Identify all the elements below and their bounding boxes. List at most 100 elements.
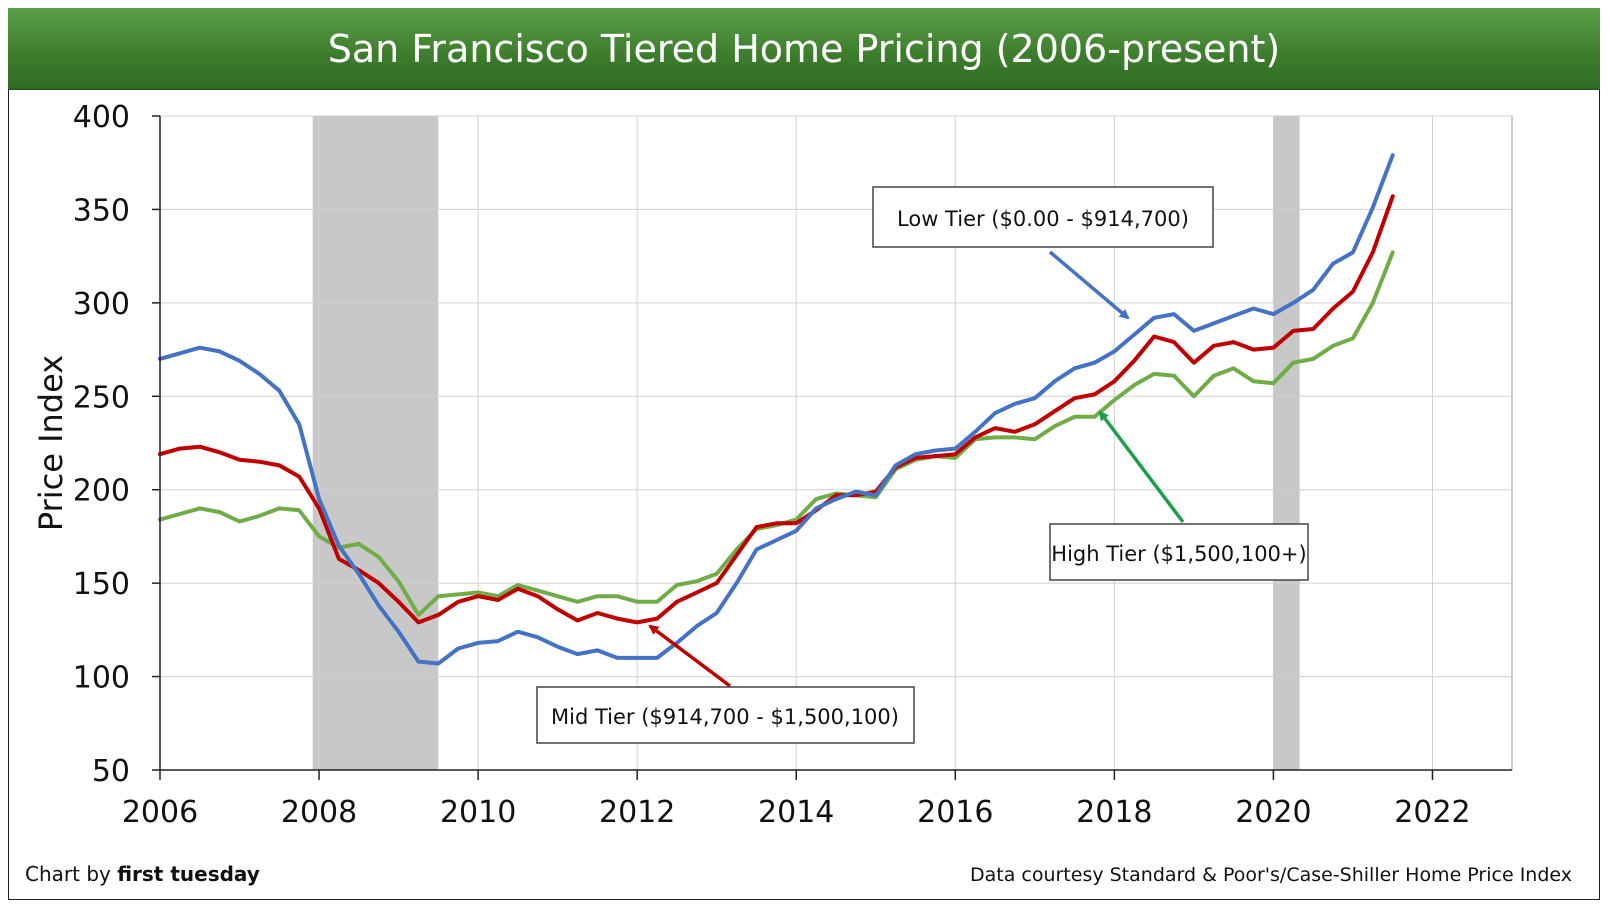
data-source: Data courtesy Standard & Poor's/Case-Shi… [969, 864, 1572, 886]
data-point-low-tier [1351, 250, 1355, 255]
data-point-low-tier [536, 635, 540, 639]
data-point-mid-tier [297, 475, 301, 479]
data-point-high-tier [1212, 374, 1216, 378]
data-point-mid-tier [993, 426, 997, 430]
data-point-high-tier [516, 583, 520, 587]
low-tier-callout-label: Low Tier ($0.00 - $914,700) [897, 207, 1189, 231]
chart-frame [8, 8, 1600, 900]
data-point-mid-tier [1351, 290, 1355, 294]
data-point-low-tier [396, 630, 401, 634]
data-point-mid-tier [1271, 346, 1276, 350]
data-point-high-tier [715, 572, 719, 576]
data-point-mid-tier [695, 590, 699, 595]
data-point-low-tier [754, 547, 759, 552]
recession-band [312, 116, 439, 770]
data-point-low-tier [913, 452, 918, 456]
data-point-low-tier [416, 660, 421, 664]
data-point-low-tier [198, 346, 202, 350]
data-point-mid-tier [953, 452, 957, 456]
mid-tier-arrow [648, 624, 732, 688]
data-point-mid-tier [277, 463, 281, 468]
data-point-mid-tier [615, 617, 619, 621]
credit-brand: first tuesday [117, 862, 260, 886]
data-point-high-tier [496, 594, 500, 598]
data-point-high-tier [377, 555, 381, 559]
data-point-mid-tier [1212, 344, 1216, 348]
x-tick-label: 2022 [1394, 795, 1470, 830]
data-point-mid-tier [1291, 329, 1295, 333]
y-tick-label: 250 [73, 380, 130, 415]
data-point-mid-tier [635, 620, 639, 624]
data-point-high-tier [695, 579, 699, 583]
data-point-low-tier [456, 646, 460, 651]
data-point-low-tier [1033, 396, 1037, 400]
data-point-high-tier [1192, 394, 1196, 398]
data-point-high-tier [416, 613, 421, 617]
data-point-low-tier [933, 448, 938, 453]
y-tick-label: 400 [73, 100, 130, 135]
data-point-low-tier [357, 572, 361, 576]
chart-title: San Francisco Tiered Home Pricing (2006-… [327, 26, 1281, 71]
data-point-mid-tier [556, 607, 560, 611]
data-point-high-tier [218, 510, 222, 514]
data-point-high-tier [556, 594, 560, 598]
data-point-low-tier [1013, 402, 1017, 406]
data-point-low-tier [834, 497, 838, 501]
data-point-mid-tier [794, 521, 798, 525]
data-point-high-tier [1013, 435, 1017, 439]
y-tick-label: 50 [92, 754, 130, 789]
data-point-mid-tier [416, 620, 421, 624]
data-point-low-tier [1391, 153, 1395, 157]
x-tick-label: 2006 [122, 795, 198, 830]
data-point-mid-tier [257, 460, 262, 464]
data-point-low-tier [1232, 314, 1236, 318]
data-point-mid-tier [854, 493, 858, 497]
data-point-low-tier [556, 645, 560, 649]
data-point-high-tier [1033, 437, 1037, 441]
data-point-mid-tier [178, 447, 182, 451]
data-point-high-tier [297, 508, 301, 512]
data-point-low-tier [794, 529, 798, 533]
data-point-low-tier [476, 641, 480, 645]
data-point-high-tier [635, 600, 639, 604]
data-point-high-tier [536, 589, 540, 593]
data-point-low-tier [218, 349, 222, 354]
data-point-low-tier [257, 372, 262, 376]
data-point-high-tier [1092, 415, 1097, 419]
data-point-mid-tier [1053, 409, 1057, 413]
data-point-low-tier [1132, 333, 1136, 337]
data-point-mid-tier [1033, 422, 1037, 426]
x-tick-label: 2018 [1076, 795, 1152, 830]
data-point-mid-tier [715, 581, 719, 585]
data-point-mid-tier [317, 506, 321, 510]
high-tier-callout-box [1049, 523, 1309, 581]
data-point-high-tier [1371, 301, 1375, 305]
data-point-mid-tier [734, 553, 739, 557]
x-tick-label: 2012 [599, 795, 675, 830]
data-point-high-tier [675, 583, 679, 587]
y-tick-label: 300 [73, 287, 130, 322]
data-point-low-tier [715, 611, 719, 615]
recession-band [1273, 116, 1300, 770]
data-point-low-tier [277, 389, 281, 393]
low-tier-arrow [1048, 250, 1130, 320]
x-tick-label: 2008 [281, 795, 357, 830]
x-tick-label: 2010 [440, 795, 516, 830]
data-point-high-tier [1172, 374, 1176, 378]
data-point-high-tier [1132, 383, 1136, 387]
y-tick-label: 100 [73, 661, 130, 696]
data-point-high-tier [396, 579, 401, 583]
data-point-low-tier [1053, 379, 1057, 383]
data-point-mid-tier [1112, 379, 1116, 383]
data-point-low-tier [178, 351, 182, 355]
credit-prefix: Chart by [25, 862, 118, 886]
data-point-low-tier [894, 463, 898, 468]
data-point-low-tier [734, 581, 739, 585]
data-point-high-tier [1053, 424, 1057, 428]
data-point-high-tier [993, 435, 997, 439]
data-point-mid-tier [675, 600, 679, 604]
y-tick-label: 150 [73, 567, 130, 602]
data-point-high-tier [1391, 250, 1395, 255]
y-axis-label: Price Index [32, 355, 70, 531]
